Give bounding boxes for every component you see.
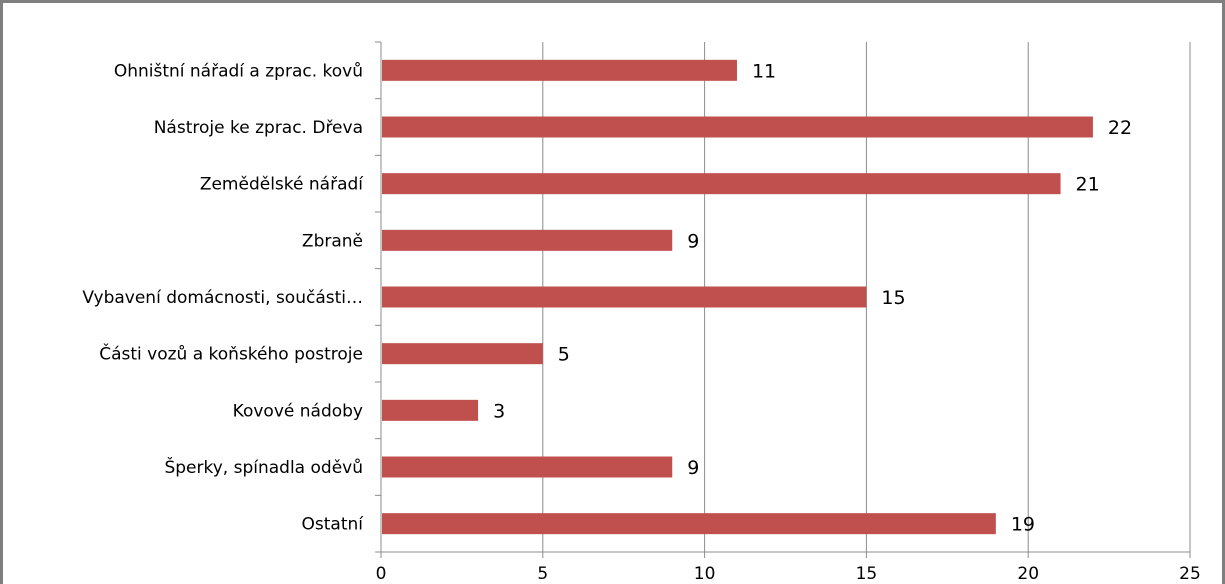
data-label-3: 9 xyxy=(687,230,699,252)
data-label-1: 22 xyxy=(1108,117,1132,139)
data-label-7: 9 xyxy=(687,457,699,479)
bar-0 xyxy=(382,59,737,81)
bar-4 xyxy=(382,286,867,308)
data-label-0: 11 xyxy=(752,60,776,82)
data-label-5: 5 xyxy=(558,344,570,366)
data-label-4: 15 xyxy=(881,287,905,309)
category-label-3: Zbraně xyxy=(302,231,363,251)
bar-5 xyxy=(382,343,543,365)
bar-2 xyxy=(382,173,1061,195)
bar-1 xyxy=(382,116,1093,138)
x-tick-label-5: 25 xyxy=(1179,564,1201,584)
bar-7 xyxy=(382,456,673,478)
category-label-5: Části vozů a koňského postroje xyxy=(99,343,363,365)
bar-6 xyxy=(382,399,479,421)
category-label-7: Šperky, spínadla oděvů xyxy=(164,456,363,478)
data-label-2: 21 xyxy=(1076,174,1100,196)
category-label-6: Kovové nádoby xyxy=(233,401,363,421)
x-tick-label-3: 15 xyxy=(856,564,878,584)
category-label-0: Ohništní nářadí a zprac. kovů xyxy=(114,61,363,81)
category-label-4: Vybavení domácnosti, součásti… xyxy=(82,288,363,308)
data-label-6: 3 xyxy=(493,400,505,422)
category-label-2: Zemědělské nářadí xyxy=(200,175,364,195)
data-label-8: 19 xyxy=(1011,514,1035,536)
x-tick-label-2: 10 xyxy=(694,564,716,584)
x-tick-label-4: 20 xyxy=(1017,564,1039,584)
category-label-8: Ostatní xyxy=(302,515,365,535)
x-tick-label-1: 5 xyxy=(537,564,548,584)
bar-3 xyxy=(382,229,673,251)
x-tick-label-0: 0 xyxy=(376,564,387,584)
bar-8 xyxy=(382,513,996,535)
category-label-1: Nástroje ke zprac. Dřeva xyxy=(154,118,363,138)
